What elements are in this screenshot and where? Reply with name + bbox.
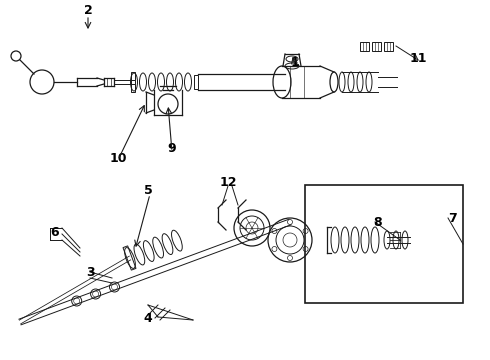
Text: 10: 10: [109, 152, 127, 165]
Bar: [194, 75, 198, 89]
Bar: [372, 42, 381, 51]
Bar: [360, 42, 369, 51]
Text: 11: 11: [409, 51, 427, 64]
Text: 5: 5: [144, 184, 152, 197]
Text: 9: 9: [168, 141, 176, 154]
Text: 4: 4: [144, 311, 152, 324]
Text: 12: 12: [219, 175, 237, 189]
Bar: [305, 185, 463, 303]
Text: 1: 1: [291, 55, 299, 68]
Text: 6: 6: [50, 225, 59, 238]
Bar: [123, 246, 136, 270]
Bar: [131, 72, 135, 92]
Text: 7: 7: [448, 211, 456, 225]
Text: 8: 8: [374, 216, 382, 229]
Text: 3: 3: [86, 266, 94, 279]
Text: 2: 2: [84, 4, 93, 17]
Bar: [384, 42, 393, 51]
